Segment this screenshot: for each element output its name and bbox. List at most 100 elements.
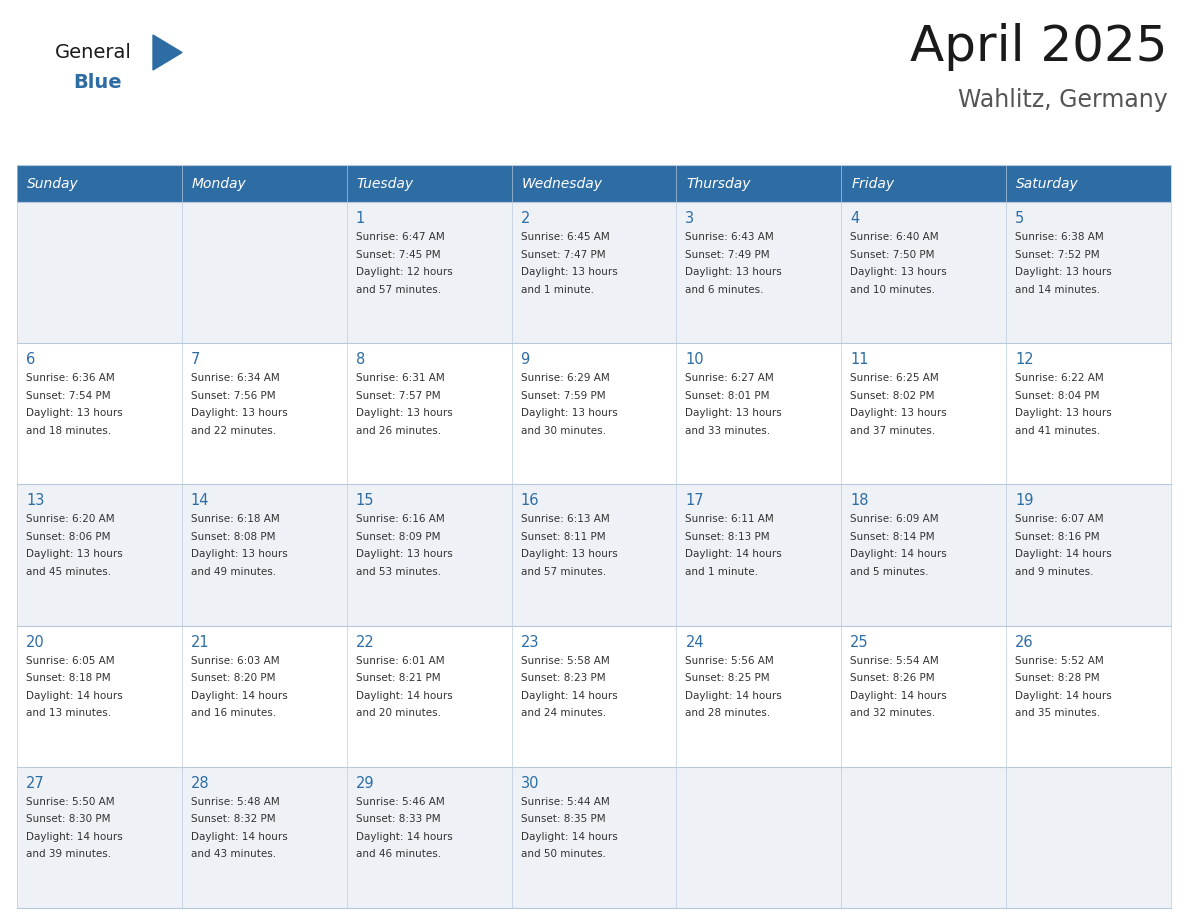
Text: and 32 minutes.: and 32 minutes.	[851, 708, 935, 718]
Text: Sunset: 8:13 PM: Sunset: 8:13 PM	[685, 532, 770, 542]
Bar	[512, 165, 676, 202]
Text: and 9 minutes.: and 9 minutes.	[1015, 567, 1094, 577]
Bar	[182, 165, 347, 202]
Text: Sunset: 7:56 PM: Sunset: 7:56 PM	[191, 391, 276, 400]
Text: Daylight: 13 hours: Daylight: 13 hours	[355, 409, 453, 419]
Text: Sunrise: 6:25 AM: Sunrise: 6:25 AM	[851, 374, 939, 383]
Bar	[676, 485, 841, 625]
Text: and 10 minutes.: and 10 minutes.	[851, 285, 935, 295]
Text: Sunset: 8:11 PM: Sunset: 8:11 PM	[520, 532, 605, 542]
Bar	[1006, 485, 1171, 625]
Text: Sunset: 8:16 PM: Sunset: 8:16 PM	[1015, 532, 1100, 542]
Text: Sunrise: 5:48 AM: Sunrise: 5:48 AM	[191, 797, 279, 807]
Text: Daylight: 13 hours: Daylight: 13 hours	[685, 409, 782, 419]
Text: 4: 4	[851, 211, 860, 226]
Text: Sunrise: 6:03 AM: Sunrise: 6:03 AM	[191, 655, 279, 666]
Text: Sunrise: 5:46 AM: Sunrise: 5:46 AM	[355, 797, 444, 807]
Text: Sunrise: 6:01 AM: Sunrise: 6:01 AM	[355, 655, 444, 666]
Bar	[347, 343, 512, 485]
Text: Sunrise: 6:11 AM: Sunrise: 6:11 AM	[685, 514, 775, 524]
Text: Daylight: 13 hours: Daylight: 13 hours	[851, 409, 947, 419]
Bar	[347, 485, 512, 625]
Text: Daylight: 14 hours: Daylight: 14 hours	[26, 832, 122, 842]
Text: Sunrise: 6:45 AM: Sunrise: 6:45 AM	[520, 232, 609, 242]
Text: Sunset: 8:14 PM: Sunset: 8:14 PM	[851, 532, 935, 542]
Text: Sunset: 7:45 PM: Sunset: 7:45 PM	[355, 250, 441, 260]
Text: Sunrise: 5:54 AM: Sunrise: 5:54 AM	[851, 655, 939, 666]
Text: Daylight: 13 hours: Daylight: 13 hours	[520, 267, 618, 277]
Text: Sunday: Sunday	[27, 176, 78, 191]
Bar	[841, 165, 1006, 202]
Text: Sunrise: 6:22 AM: Sunrise: 6:22 AM	[1015, 374, 1104, 383]
Text: 2: 2	[520, 211, 530, 226]
Text: 17: 17	[685, 493, 704, 509]
Text: Sunrise: 6:43 AM: Sunrise: 6:43 AM	[685, 232, 775, 242]
Text: 30: 30	[520, 776, 539, 790]
Text: and 39 minutes.: and 39 minutes.	[26, 849, 112, 859]
Text: Wednesday: Wednesday	[522, 176, 602, 191]
Text: and 14 minutes.: and 14 minutes.	[1015, 285, 1100, 295]
Text: Sunset: 7:54 PM: Sunset: 7:54 PM	[26, 391, 110, 400]
Bar	[676, 165, 841, 202]
Text: Daylight: 13 hours: Daylight: 13 hours	[191, 409, 287, 419]
Text: 11: 11	[851, 353, 868, 367]
Text: Saturday: Saturday	[1016, 176, 1079, 191]
Text: and 6 minutes.: and 6 minutes.	[685, 285, 764, 295]
Text: 26: 26	[1015, 634, 1034, 650]
Text: and 53 minutes.: and 53 minutes.	[355, 567, 441, 577]
Text: and 5 minutes.: and 5 minutes.	[851, 567, 929, 577]
Text: and 22 minutes.: and 22 minutes.	[191, 426, 276, 436]
Text: Daylight: 14 hours: Daylight: 14 hours	[1015, 690, 1112, 700]
Text: and 16 minutes.: and 16 minutes.	[191, 708, 276, 718]
Text: Daylight: 14 hours: Daylight: 14 hours	[851, 690, 947, 700]
Bar	[182, 625, 347, 767]
Text: Sunset: 8:20 PM: Sunset: 8:20 PM	[191, 673, 276, 683]
Text: Sunset: 8:18 PM: Sunset: 8:18 PM	[26, 673, 110, 683]
Text: Daylight: 13 hours: Daylight: 13 hours	[685, 267, 782, 277]
Text: Daylight: 14 hours: Daylight: 14 hours	[851, 549, 947, 559]
Text: Sunrise: 6:18 AM: Sunrise: 6:18 AM	[191, 514, 279, 524]
Text: Blue: Blue	[72, 73, 121, 92]
Bar	[17, 767, 182, 908]
Text: Daylight: 13 hours: Daylight: 13 hours	[520, 409, 618, 419]
Bar	[1006, 343, 1171, 485]
Text: Sunrise: 6:38 AM: Sunrise: 6:38 AM	[1015, 232, 1104, 242]
Text: 10: 10	[685, 353, 704, 367]
Text: and 57 minutes.: and 57 minutes.	[520, 567, 606, 577]
Text: Sunset: 8:04 PM: Sunset: 8:04 PM	[1015, 391, 1100, 400]
Text: Sunrise: 6:07 AM: Sunrise: 6:07 AM	[1015, 514, 1104, 524]
Text: Sunset: 8:09 PM: Sunset: 8:09 PM	[355, 532, 441, 542]
Text: Sunrise: 6:09 AM: Sunrise: 6:09 AM	[851, 514, 939, 524]
Text: Daylight: 13 hours: Daylight: 13 hours	[1015, 409, 1112, 419]
Text: and 37 minutes.: and 37 minutes.	[851, 426, 935, 436]
Text: Sunset: 8:33 PM: Sunset: 8:33 PM	[355, 814, 441, 824]
Bar	[676, 343, 841, 485]
Text: Daylight: 14 hours: Daylight: 14 hours	[355, 832, 453, 842]
Text: Daylight: 13 hours: Daylight: 13 hours	[1015, 267, 1112, 277]
Bar	[17, 625, 182, 767]
Text: Daylight: 13 hours: Daylight: 13 hours	[191, 549, 287, 559]
Bar	[17, 165, 182, 202]
Bar	[676, 625, 841, 767]
Text: Sunset: 8:25 PM: Sunset: 8:25 PM	[685, 673, 770, 683]
Text: Daylight: 14 hours: Daylight: 14 hours	[520, 832, 618, 842]
Text: Sunrise: 5:44 AM: Sunrise: 5:44 AM	[520, 797, 609, 807]
Text: Sunrise: 6:13 AM: Sunrise: 6:13 AM	[520, 514, 609, 524]
Bar	[182, 343, 347, 485]
Text: 1: 1	[355, 211, 365, 226]
Bar	[512, 202, 676, 343]
Bar	[182, 767, 347, 908]
Bar	[17, 202, 182, 343]
Text: Sunset: 8:26 PM: Sunset: 8:26 PM	[851, 673, 935, 683]
Text: Monday: Monday	[191, 176, 247, 191]
Bar	[512, 767, 676, 908]
Text: 20: 20	[26, 634, 45, 650]
Text: 8: 8	[355, 353, 365, 367]
Text: Sunset: 7:57 PM: Sunset: 7:57 PM	[355, 391, 441, 400]
Text: Sunset: 8:01 PM: Sunset: 8:01 PM	[685, 391, 770, 400]
Text: and 30 minutes.: and 30 minutes.	[520, 426, 606, 436]
Text: Daylight: 13 hours: Daylight: 13 hours	[26, 549, 122, 559]
Text: Sunrise: 6:16 AM: Sunrise: 6:16 AM	[355, 514, 444, 524]
Text: Sunset: 8:06 PM: Sunset: 8:06 PM	[26, 532, 110, 542]
Text: Daylight: 13 hours: Daylight: 13 hours	[520, 549, 618, 559]
